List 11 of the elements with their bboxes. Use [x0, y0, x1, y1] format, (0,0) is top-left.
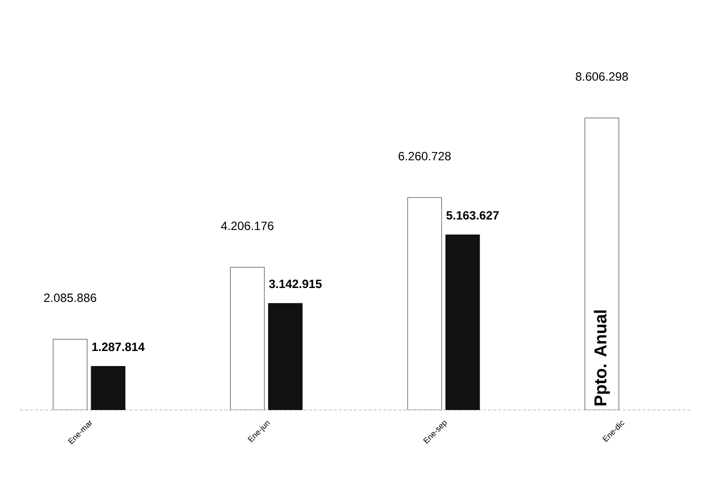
bar [445, 234, 480, 410]
annotation: Ppto. Anual [594, 310, 610, 406]
data-label: 5.163.627 [446, 211, 499, 220]
data-label: 6.260.728 [398, 152, 451, 160]
bar [90, 366, 126, 410]
data-label: 2.085.886 [44, 294, 96, 302]
data-label: 3.142.915 [269, 280, 322, 288]
data-label: 1.287.814 [92, 342, 145, 352]
data-label: 4.206.176 [221, 222, 274, 230]
bar [268, 303, 303, 410]
data-label: 8.606.298 [576, 72, 628, 81]
